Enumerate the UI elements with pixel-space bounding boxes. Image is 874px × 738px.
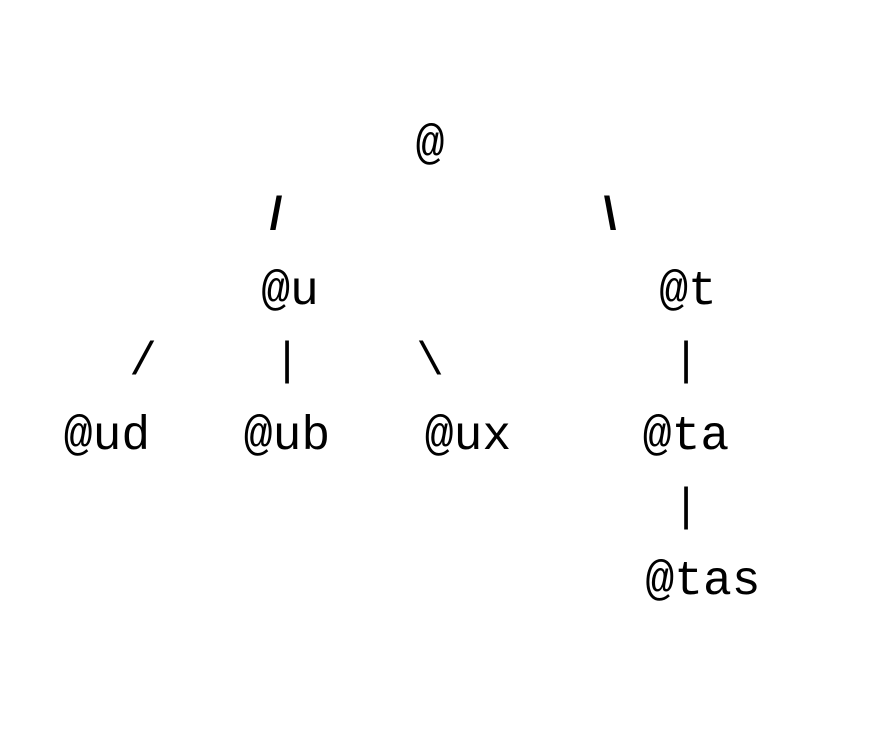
edge-u-to-ux: \ <box>416 336 444 388</box>
node-t: @t <box>659 265 717 319</box>
node-root: @ <box>415 119 445 173</box>
edge-ta-to-tas: | <box>672 482 700 534</box>
node-tas: @tas <box>645 555 761 609</box>
edge-root-to-u: / <box>269 187 283 239</box>
edge-root-to-t: \ <box>603 187 617 239</box>
node-ux: @ux <box>424 410 512 464</box>
edge-u-to-ub: | <box>273 336 301 388</box>
node-u: @u <box>261 265 319 319</box>
node-ub: @ub <box>243 410 331 464</box>
edge-t-to-ta: | <box>672 336 700 388</box>
edge-u-to-ud: / <box>129 336 157 388</box>
node-ud: @ud <box>63 410 151 464</box>
node-ta: @ta <box>642 410 730 464</box>
